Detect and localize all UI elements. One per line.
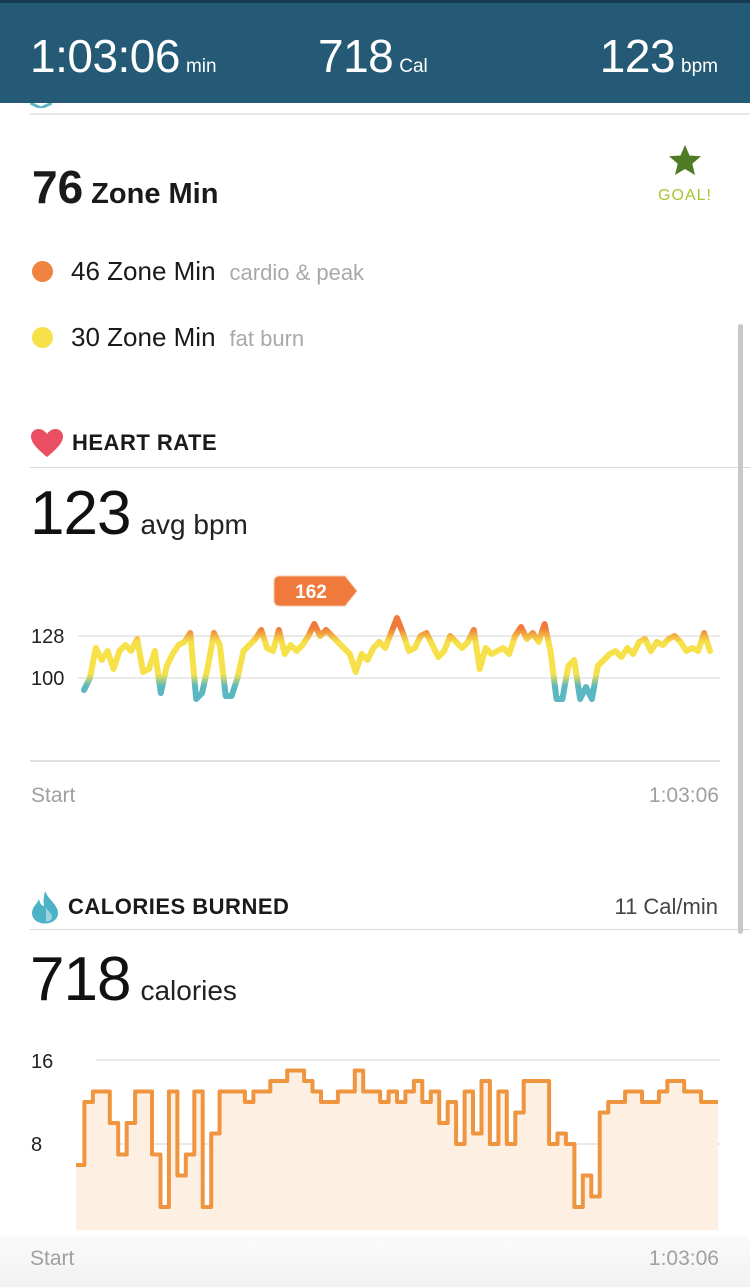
fat-burn-dot: [32, 327, 53, 348]
y-tick-100: 100: [31, 668, 64, 690]
avg-heart-rate: 123 avg bpm: [30, 478, 248, 549]
calories-title: CALORIES BURNED: [68, 894, 290, 919]
zone-minutes-value: 76: [32, 161, 84, 213]
y-tick-16: 16: [31, 1051, 53, 1073]
y-tick-8: 8: [31, 1134, 42, 1156]
total-calories-value: 718: [30, 945, 131, 1014]
calories-chart[interactable]: 16 8: [0, 1040, 750, 1240]
zone-minutes-label: Zone Min: [91, 178, 219, 210]
heart-rate-stat: 123 bpm: [600, 29, 718, 83]
workout-summary-bar: 1:03:06 min 718 Cal 123 bpm: [0, 0, 750, 103]
heart-rate-chart[interactable]: 128 100 162 Start 1:03:06: [0, 560, 750, 820]
calories-unit: Cal: [399, 56, 428, 77]
heart-rate-unit: bpm: [681, 56, 718, 77]
scrollbar[interactable]: [738, 324, 743, 934]
fat-burn-note: fat burn: [229, 326, 305, 351]
heart-rate-header: HEART RATE: [30, 428, 217, 458]
calories-stat: 718 Cal: [318, 29, 428, 83]
duration-unit: min: [185, 56, 217, 77]
bottom-toolbar-fade: [0, 1236, 750, 1287]
calories-divider: [30, 929, 750, 930]
section-divider: [30, 113, 750, 115]
calories-end-label: 1:03:06: [648, 1247, 719, 1270]
duration-stat: 1:03:06 min: [30, 29, 217, 83]
cardio-peak-value: 46 Zone Min: [71, 256, 216, 286]
peak-badge-value: 162: [295, 582, 327, 603]
total-calories-unit: calories: [140, 975, 237, 1006]
calories-area-fill: [76, 1070, 718, 1230]
y-tick-128: 128: [31, 626, 64, 648]
goal-badge: GOAL!: [648, 144, 722, 205]
zone-minutes-total: 76 Zone Min: [32, 160, 218, 214]
avg-heart-rate-unit: avg bpm: [140, 509, 248, 540]
star-icon: [669, 145, 701, 175]
partial-section-icon: [30, 103, 52, 108]
calories-value: 718: [318, 30, 394, 82]
heart-rate-divider: [30, 467, 750, 468]
heart-icon: [31, 429, 63, 457]
calories-line: [76, 1068, 718, 1209]
calories-start-label: Start: [30, 1247, 75, 1270]
peak-badge-shape: [273, 575, 358, 607]
duration-value: 1:03:06: [30, 30, 180, 82]
heart-rate-value: 123: [599, 30, 676, 82]
zone-row-fat-burn: 30 Zone Min fat burn: [32, 322, 304, 353]
goal-label: GOAL!: [658, 187, 712, 204]
total-calories: 718 calories: [30, 944, 237, 1015]
peak-badge: 162: [273, 575, 358, 607]
heart-rate-end-label: 1:03:06: [649, 784, 719, 807]
cardio-peak-note: cardio & peak: [229, 260, 365, 285]
heart-rate-title: HEART RATE: [72, 430, 218, 455]
fat-burn-value: 30 Zone Min: [71, 322, 216, 352]
calories-header: CALORIES BURNED: [30, 890, 289, 924]
heart-rate-line: [81, 615, 713, 702]
avg-heart-rate-value: 123: [30, 479, 131, 548]
flame-drop-icon: [32, 891, 58, 924]
calories-rate: 11 Cal/min: [614, 894, 718, 919]
cardio-peak-dot: [32, 261, 53, 282]
heart-rate-start-label: Start: [31, 784, 76, 807]
zone-row-cardio-peak: 46 Zone Min cardio & peak: [32, 256, 364, 287]
